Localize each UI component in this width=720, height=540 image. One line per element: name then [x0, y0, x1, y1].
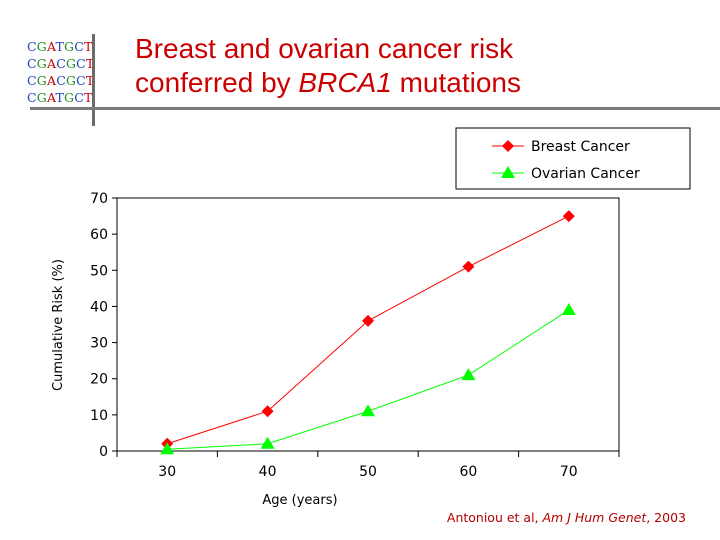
logo-letter: C: [74, 39, 84, 54]
y-tick-label: 20: [90, 372, 108, 388]
logo-letter: C: [76, 73, 86, 88]
data-point: [260, 436, 275, 449]
logo-letter: C: [56, 73, 66, 88]
data-series: [160, 210, 576, 455]
logo-letter: T: [85, 56, 95, 71]
logo-letter: T: [55, 39, 65, 54]
logo-letter: G: [36, 73, 47, 88]
logo-letter: C: [27, 73, 37, 88]
title-line-1: Breast and ovarian cancer risk: [135, 33, 514, 64]
logo-row: CGATGCT: [27, 89, 94, 106]
y-tick-label: 50: [90, 263, 108, 279]
logo-letter: G: [65, 73, 77, 88]
y-tick-label: 10: [90, 408, 108, 424]
logo-letter: T: [84, 90, 93, 105]
logo-letter: C: [27, 56, 37, 71]
legend-label: Ovarian Cancer: [531, 166, 640, 182]
citation-year: , 2003: [646, 510, 686, 525]
x-axis-label: Age (years): [262, 493, 337, 508]
logo-row: CGACGCT: [27, 72, 94, 89]
data-point: [561, 303, 576, 316]
x-tick-label: 30: [158, 464, 176, 480]
logo-vertical-rule: [92, 34, 95, 126]
title-line-2: conferred by BRCA1 mutations: [135, 66, 715, 100]
title-line-2-end: mutations: [391, 67, 521, 98]
y-axis-label: Cumulative Risk (%): [51, 259, 66, 391]
logo-letter: C: [74, 90, 84, 105]
citation: Antoniou et al, Am J Hum Genet, 2003: [447, 510, 686, 525]
logo-letter: A: [46, 39, 56, 54]
y-tick-label: 0: [99, 444, 108, 460]
logo-letter: G: [36, 56, 47, 71]
data-point: [462, 260, 475, 273]
logo-letter: C: [27, 39, 37, 54]
series-ovarian-cancer: [160, 303, 576, 455]
data-point: [160, 442, 175, 455]
logo-row: CGATGCT: [27, 38, 94, 55]
data-point: [362, 314, 374, 327]
logo-row: CGACGCT: [27, 55, 94, 72]
y-tick-label: 30: [90, 336, 108, 352]
logo-letter: T: [55, 90, 65, 105]
dna-sequence-logo: CGATGCT CGACGCT CGACGCT CGATGCT: [27, 38, 94, 106]
logo-letter: C: [76, 56, 86, 71]
x-axis: 30 40 50 60 70: [116, 451, 620, 480]
legend-label: Breast Cancer: [531, 139, 630, 155]
citation-authors: Antoniou et al,: [446, 510, 543, 525]
logo-letter: T: [85, 73, 95, 88]
x-tick-label: 60: [459, 464, 477, 480]
logo-letter: C: [27, 90, 37, 105]
chart-legend: Breast Cancer Ovarian Cancer: [455, 127, 691, 190]
x-tick-label: 40: [259, 464, 277, 480]
logo-letter: T: [84, 39, 93, 54]
logo-letter: A: [46, 56, 57, 71]
logo-letter: G: [64, 90, 75, 105]
legend-box: [455, 127, 691, 190]
y-tick-label: 70: [90, 191, 108, 207]
legend-marker: [501, 166, 515, 178]
logo-letter: C: [56, 56, 66, 71]
data-point: [361, 404, 375, 417]
logo-letter: G: [36, 90, 47, 105]
citation-journal: Am J Hum Genet: [542, 510, 647, 525]
logo-letter: A: [46, 73, 57, 88]
data-point: [562, 210, 575, 223]
title-line-2-start: conferred by: [135, 67, 299, 98]
logo-letter: A: [46, 90, 56, 105]
x-tick-label: 50: [359, 464, 377, 480]
y-axis: 0 10 20 30 40 50 60 70: [90, 191, 117, 460]
data-point: [261, 405, 274, 418]
title-underline-rule: [30, 107, 720, 110]
series-breast-cancer: [161, 210, 575, 450]
slide-title: Breast and ovarian cancer risk conferred…: [135, 32, 715, 100]
y-tick-label: 40: [90, 299, 108, 315]
data-point: [461, 368, 476, 381]
legend-marker: [502, 140, 514, 152]
logo-letter: G: [64, 39, 75, 54]
title-gene-name: BRCA1: [298, 67, 392, 98]
x-tick-label: 70: [560, 464, 578, 480]
y-tick-label: 60: [90, 227, 108, 243]
logo-letter: G: [36, 39, 47, 54]
logo-letter: G: [65, 56, 77, 71]
